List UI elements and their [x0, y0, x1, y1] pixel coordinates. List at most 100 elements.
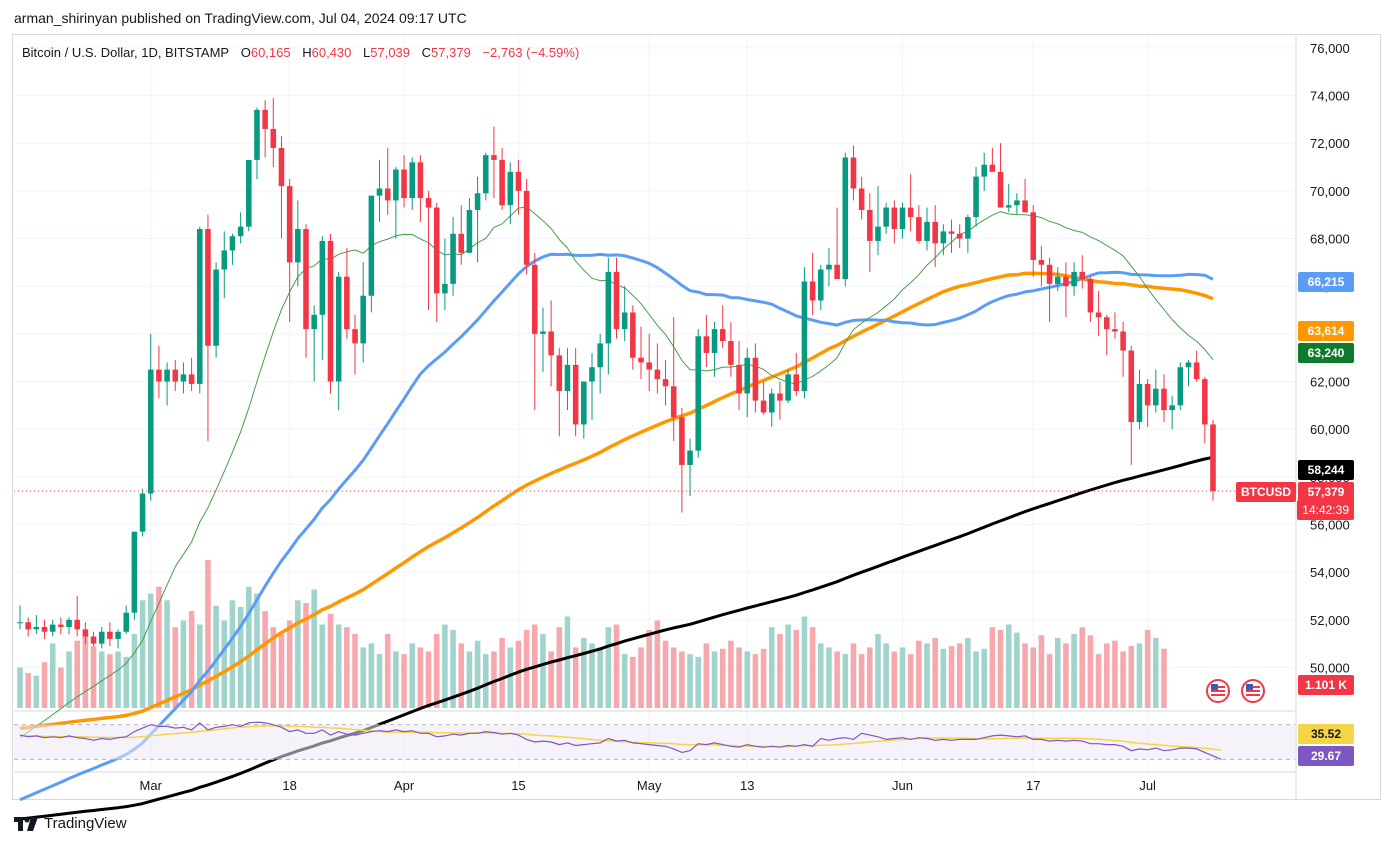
candle-body[interactable] — [1144, 383, 1151, 406]
candle-body[interactable] — [360, 295, 366, 344]
candle-body[interactable] — [1169, 405, 1175, 411]
candle-body[interactable] — [785, 374, 791, 401]
candle-body[interactable] — [246, 159, 252, 227]
candle-body[interactable] — [916, 217, 922, 241]
candle-body[interactable] — [1071, 271, 1077, 287]
candle-body[interactable] — [17, 622, 23, 624]
candle-body[interactable] — [711, 329, 718, 353]
candle-body[interactable] — [1202, 379, 1208, 425]
candle-body[interactable] — [801, 281, 808, 392]
candle-body[interactable] — [613, 271, 620, 330]
candle-body[interactable] — [752, 357, 759, 401]
candle-body[interactable] — [973, 176, 979, 218]
candle-body[interactable] — [1054, 276, 1061, 284]
candle-body[interactable] — [1005, 205, 1012, 208]
candle-body[interactable] — [196, 229, 203, 384]
candle-body[interactable] — [401, 169, 407, 199]
candle-body[interactable] — [899, 207, 906, 230]
candle-body[interactable] — [989, 164, 996, 172]
candle-body[interactable] — [948, 231, 955, 234]
candle-body[interactable] — [458, 233, 465, 253]
candle-body[interactable] — [719, 329, 726, 342]
candle-body[interactable] — [818, 269, 824, 301]
candle-body[interactable] — [907, 207, 914, 218]
candle-body[interactable] — [254, 109, 260, 160]
candle-body[interactable] — [41, 626, 48, 632]
candle-body[interactable] — [736, 364, 742, 394]
candle-body[interactable] — [433, 207, 440, 294]
candle-body[interactable] — [965, 217, 971, 239]
candle-body[interactable] — [368, 195, 375, 296]
candle-body[interactable] — [491, 155, 497, 160]
candle-body[interactable] — [581, 381, 587, 425]
candle-body[interactable] — [74, 619, 80, 630]
tradingview-footer[interactable]: TradingView — [14, 815, 127, 832]
candle-body[interactable] — [237, 226, 244, 237]
candle-body[interactable] — [1128, 350, 1135, 423]
candle-body[interactable] — [278, 148, 285, 187]
candle-body[interactable] — [303, 229, 309, 330]
candle-body[interactable] — [597, 343, 603, 368]
candle-body[interactable] — [376, 188, 383, 196]
candle-body[interactable] — [311, 314, 317, 330]
symbol-title[interactable]: Bitcoin / U.S. Dollar, 1D, BITSTAMP — [22, 45, 230, 60]
candle-body[interactable] — [548, 331, 554, 356]
candle-body[interactable] — [335, 276, 342, 382]
candle-body[interactable] — [703, 336, 710, 353]
candle-body[interactable] — [1112, 329, 1118, 332]
candle-body[interactable] — [344, 276, 350, 330]
candle-body[interactable] — [777, 393, 783, 401]
candle-body[interactable] — [1095, 312, 1102, 318]
candle-body[interactable] — [384, 188, 391, 201]
us-event-flag-icon[interactable] — [1206, 679, 1230, 703]
candle-body[interactable] — [842, 157, 849, 280]
candle-body[interactable] — [450, 233, 456, 284]
candle-body[interactable] — [834, 264, 840, 280]
candle-body[interactable] — [564, 364, 571, 392]
candle-body[interactable] — [295, 229, 301, 263]
candle-body[interactable] — [115, 631, 121, 639]
candle-body[interactable] — [1210, 424, 1216, 492]
candle-body[interactable] — [875, 226, 881, 241]
candle-body[interactable] — [417, 162, 424, 199]
candle-body[interactable] — [172, 369, 179, 382]
candle-body[interactable] — [131, 531, 138, 613]
candle-body[interactable] — [352, 329, 358, 344]
candle-body[interactable] — [82, 629, 89, 637]
candle-body[interactable] — [654, 369, 661, 380]
candle-body[interactable] — [695, 336, 701, 451]
candle-body[interactable] — [1153, 388, 1159, 406]
ticker-tag[interactable]: BTCUSD — [1236, 482, 1296, 502]
candle-body[interactable] — [744, 357, 751, 394]
candle-body[interactable] — [679, 417, 685, 465]
candle-body[interactable] — [621, 312, 628, 330]
candle-body[interactable] — [180, 374, 187, 382]
candle-body[interactable] — [58, 624, 64, 627]
candle-body[interactable] — [924, 221, 930, 241]
candle-body[interactable] — [883, 207, 889, 227]
candle-body[interactable] — [760, 400, 767, 413]
candle-body[interactable] — [1161, 388, 1167, 411]
candle-body[interactable] — [1177, 367, 1184, 406]
candle-body[interactable] — [49, 624, 56, 632]
candle-body[interactable] — [1087, 279, 1094, 313]
candle-body[interactable] — [670, 386, 677, 418]
candle-body[interactable] — [1185, 362, 1192, 368]
candle-body[interactable] — [466, 209, 473, 253]
candle-body[interactable] — [213, 269, 219, 346]
candle-body[interactable] — [393, 169, 399, 201]
us-event-flag-icon[interactable] — [1241, 679, 1265, 703]
candle-body[interactable] — [262, 109, 268, 129]
candle-body[interactable] — [482, 155, 489, 194]
candle-body[interactable] — [474, 193, 481, 210]
candle-body[interactable] — [956, 233, 963, 239]
candle-body[interactable] — [768, 393, 775, 413]
candle-body[interactable] — [1038, 260, 1045, 265]
candle-body[interactable] — [1079, 271, 1086, 280]
candle-body[interactable] — [630, 312, 636, 358]
candle-body[interactable] — [589, 367, 595, 382]
candle-body[interactable] — [605, 271, 612, 344]
candle-body[interactable] — [409, 162, 415, 199]
candle-body[interactable] — [1120, 331, 1126, 351]
candle-body[interactable] — [66, 619, 72, 627]
